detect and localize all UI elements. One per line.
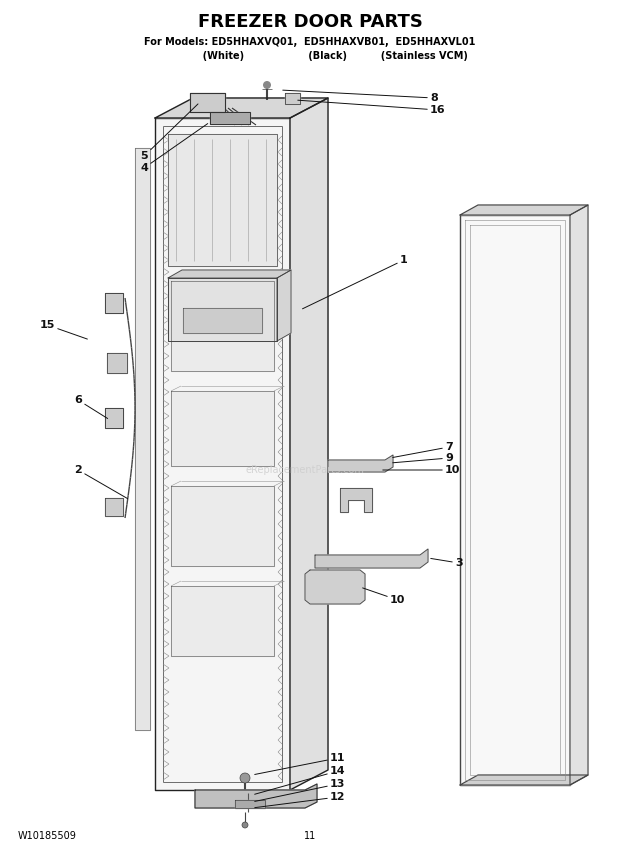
Text: 1: 1: [303, 255, 408, 309]
Text: 14: 14: [255, 766, 345, 794]
Text: 7: 7: [392, 442, 453, 457]
Polygon shape: [210, 112, 250, 124]
Polygon shape: [171, 281, 274, 371]
Circle shape: [242, 822, 248, 828]
Polygon shape: [168, 270, 291, 278]
Polygon shape: [235, 800, 265, 808]
Text: 16: 16: [298, 100, 446, 115]
Text: For Models: ED5HHAXVQ01,  ED5HHAXVB01,  ED5HHAXVL01: For Models: ED5HHAXVQ01, ED5HHAXVB01, ED…: [144, 37, 476, 47]
Text: 13: 13: [255, 779, 345, 801]
Polygon shape: [168, 278, 277, 341]
Polygon shape: [460, 205, 588, 215]
Text: 10: 10: [363, 588, 405, 605]
Circle shape: [263, 81, 271, 89]
Text: 5: 5: [140, 104, 198, 161]
Polygon shape: [285, 93, 300, 104]
Text: eReplacementParts.com: eReplacementParts.com: [246, 465, 365, 475]
Polygon shape: [190, 93, 225, 112]
Text: 11: 11: [304, 831, 316, 841]
Polygon shape: [105, 498, 123, 516]
Text: 4: 4: [140, 123, 208, 173]
Polygon shape: [171, 486, 274, 566]
Polygon shape: [460, 215, 570, 785]
Polygon shape: [290, 98, 328, 790]
Polygon shape: [168, 134, 277, 266]
Polygon shape: [171, 586, 274, 656]
Text: W10185509: W10185509: [18, 831, 77, 841]
Polygon shape: [135, 148, 150, 730]
Text: 3: 3: [431, 558, 463, 568]
Polygon shape: [183, 308, 262, 333]
Text: 2: 2: [74, 465, 128, 498]
Polygon shape: [305, 570, 365, 604]
Text: 12: 12: [255, 792, 345, 808]
Polygon shape: [105, 408, 123, 428]
Polygon shape: [460, 775, 588, 785]
Polygon shape: [155, 118, 290, 790]
Polygon shape: [340, 488, 372, 512]
Polygon shape: [195, 784, 317, 808]
Text: 15: 15: [40, 320, 87, 339]
Text: (White)                   (Black)          (Stainless VCM): (White) (Black) (Stainless VCM): [152, 51, 468, 61]
Circle shape: [240, 773, 250, 783]
Polygon shape: [107, 353, 127, 373]
Polygon shape: [570, 205, 588, 785]
Text: 8: 8: [283, 90, 438, 103]
Polygon shape: [171, 391, 274, 466]
Polygon shape: [105, 293, 123, 313]
Text: 9: 9: [392, 453, 453, 463]
Text: 10: 10: [383, 465, 461, 475]
Polygon shape: [328, 455, 393, 472]
Text: FREEZER DOOR PARTS: FREEZER DOOR PARTS: [198, 13, 422, 31]
Text: 11: 11: [255, 753, 345, 775]
Polygon shape: [315, 549, 428, 568]
Polygon shape: [155, 98, 328, 118]
Text: 6: 6: [74, 395, 108, 419]
Polygon shape: [277, 270, 291, 341]
